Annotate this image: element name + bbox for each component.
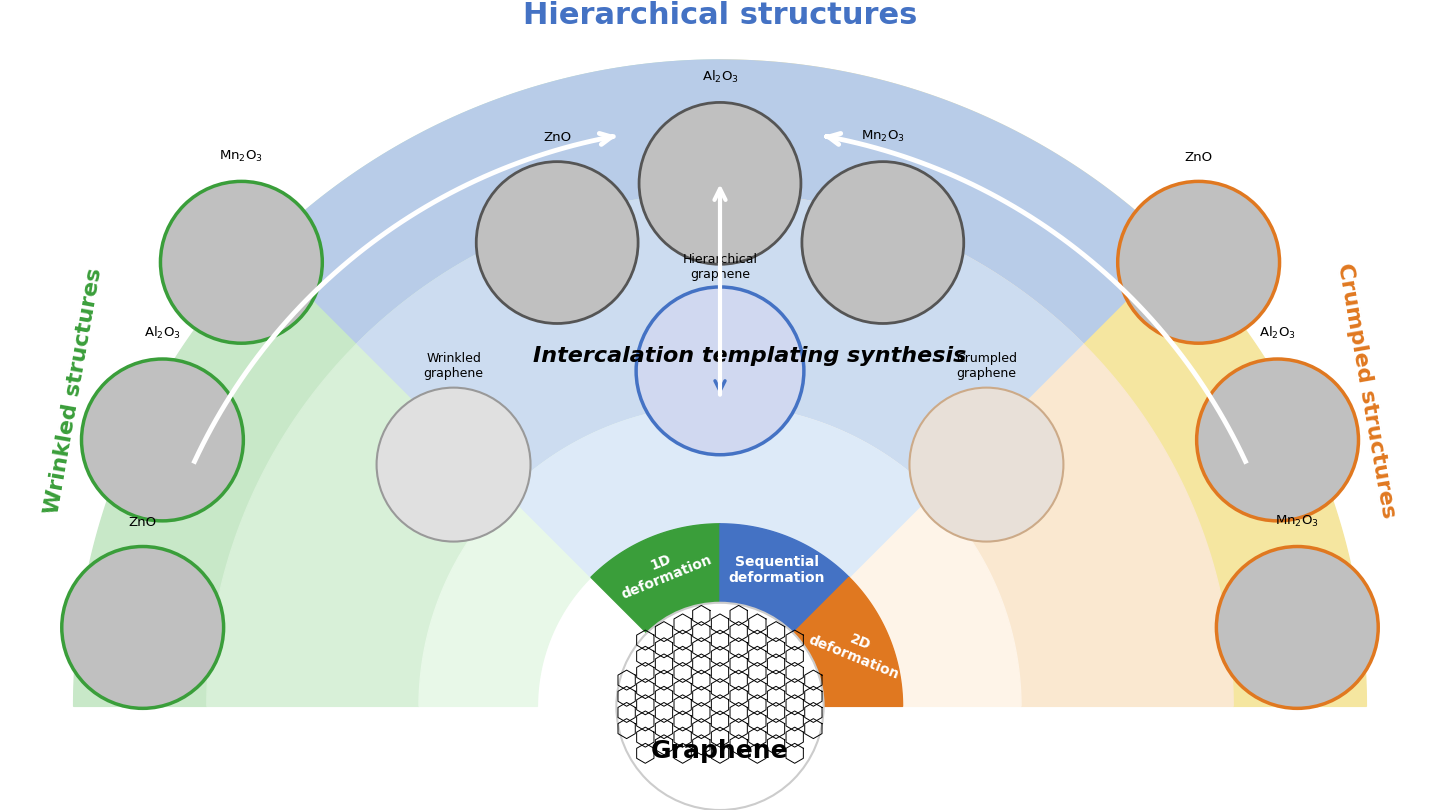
Text: Wrinkled
graphene: Wrinkled graphene xyxy=(423,352,484,380)
Text: Mn$_2$O$_3$: Mn$_2$O$_3$ xyxy=(861,129,904,144)
Text: Mn$_2$O$_3$: Mn$_2$O$_3$ xyxy=(1276,514,1319,529)
Polygon shape xyxy=(720,405,1021,706)
Text: Crumpled structures: Crumpled structures xyxy=(1333,262,1398,520)
Text: Al$_2$O$_3$: Al$_2$O$_3$ xyxy=(144,325,181,341)
Circle shape xyxy=(160,181,323,343)
Text: Al$_2$O$_3$: Al$_2$O$_3$ xyxy=(1259,325,1296,341)
Text: ZnO: ZnO xyxy=(128,516,157,529)
Circle shape xyxy=(1217,547,1378,709)
Circle shape xyxy=(1197,359,1358,521)
Text: Sequential
deformation: Sequential deformation xyxy=(729,555,825,585)
Polygon shape xyxy=(207,194,720,706)
Circle shape xyxy=(82,359,243,521)
Polygon shape xyxy=(720,194,1233,706)
Text: ZnO: ZnO xyxy=(543,131,572,144)
Polygon shape xyxy=(590,524,720,633)
Text: Hierarchical structures: Hierarchical structures xyxy=(523,1,917,30)
Text: Al$_2$O$_3$: Al$_2$O$_3$ xyxy=(701,69,739,85)
Circle shape xyxy=(1117,181,1280,343)
Polygon shape xyxy=(720,524,850,633)
Circle shape xyxy=(62,547,223,709)
Polygon shape xyxy=(264,60,1176,343)
Circle shape xyxy=(639,102,801,264)
Text: 1D
deformation: 1D deformation xyxy=(613,538,714,602)
Circle shape xyxy=(477,162,638,323)
Polygon shape xyxy=(357,194,1083,493)
Circle shape xyxy=(802,162,963,323)
Circle shape xyxy=(910,388,1063,542)
Text: Graphene: Graphene xyxy=(651,739,789,763)
Polygon shape xyxy=(720,60,1367,706)
Polygon shape xyxy=(507,405,933,578)
Text: Wrinkled structures: Wrinkled structures xyxy=(42,266,105,515)
Polygon shape xyxy=(793,578,903,706)
Circle shape xyxy=(377,388,530,542)
Polygon shape xyxy=(419,405,720,706)
Circle shape xyxy=(616,603,824,810)
Text: Hierarchical
graphene: Hierarchical graphene xyxy=(683,254,757,281)
Text: 2D
deformation: 2D deformation xyxy=(806,618,907,682)
Text: Mn$_2$O$_3$: Mn$_2$O$_3$ xyxy=(219,148,264,164)
Text: ZnO: ZnO xyxy=(1185,151,1212,164)
Circle shape xyxy=(636,287,804,454)
Text: Crumpled
graphene: Crumpled graphene xyxy=(956,352,1017,380)
Polygon shape xyxy=(73,60,720,706)
Text: Intercalation templating synthesis: Intercalation templating synthesis xyxy=(533,346,966,366)
